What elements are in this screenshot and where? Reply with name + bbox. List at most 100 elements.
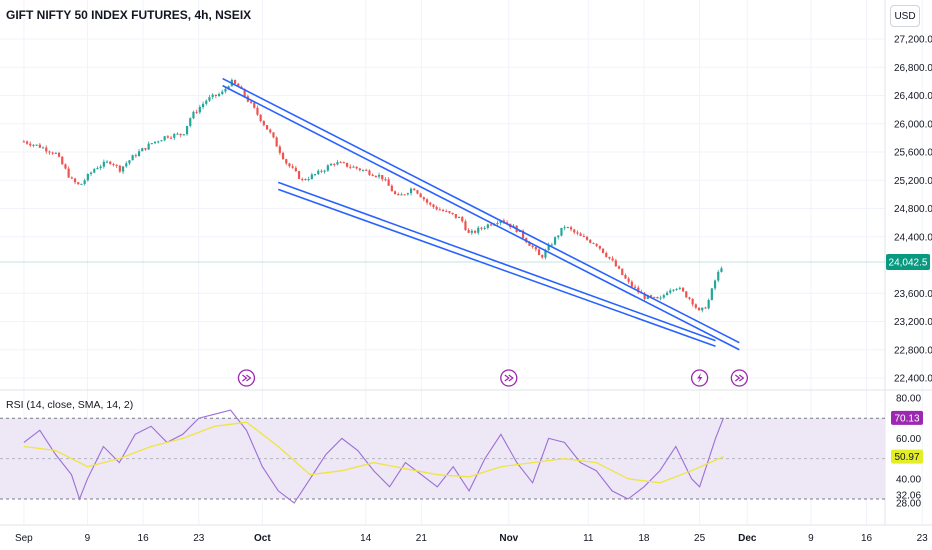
candle-down [294, 165, 297, 173]
candle-down [45, 145, 48, 154]
x-tick-label: 9 [85, 533, 91, 544]
candle-up [32, 144, 35, 148]
rsi-line [23, 409, 725, 504]
candle-down [573, 228, 576, 235]
x-tick-label: 18 [638, 533, 650, 544]
candle-up [701, 307, 704, 313]
candle-body [301, 178, 304, 180]
candle-body [400, 194, 403, 196]
candle-body [419, 193, 422, 198]
candle-down [448, 210, 451, 214]
candle-body [681, 287, 685, 292]
candle-body [598, 245, 601, 249]
candle-body [233, 79, 237, 84]
candle-body [57, 152, 61, 157]
candle-body [192, 111, 195, 119]
candle-body [153, 141, 157, 144]
candle-body [285, 159, 288, 164]
candle-up [157, 140, 160, 144]
y-tick-label: 24,400.0 [894, 232, 932, 243]
candle-body [227, 86, 230, 89]
candle-body [592, 242, 595, 244]
candle-body [297, 171, 301, 179]
candle-up [550, 242, 553, 246]
trend-lines[interactable] [222, 77, 740, 351]
candle-up [128, 159, 131, 166]
rsi-y-tick-label: 28.00 [896, 499, 921, 510]
candle-down [413, 187, 416, 191]
x-tick-label: Sep [15, 533, 33, 544]
candle-up [313, 173, 317, 177]
candle-down [521, 229, 525, 240]
candle-down [393, 190, 397, 195]
candle-down [195, 109, 198, 114]
candle-up [185, 125, 189, 136]
candle-body [701, 307, 704, 311]
candle-up [707, 298, 710, 310]
rsi-sma-badge [891, 449, 923, 464]
candle-body [262, 121, 265, 126]
candle-down [419, 192, 422, 198]
candle-up [659, 295, 662, 301]
candle-up [150, 143, 153, 145]
candle-body [150, 143, 153, 145]
candle-down [397, 192, 400, 196]
x-tick-label: 14 [360, 533, 372, 544]
candle-body [697, 307, 701, 311]
candle-body [614, 260, 617, 267]
candle-up [326, 164, 329, 172]
candle-body [323, 170, 326, 172]
candle-body [253, 102, 256, 108]
candle-body [413, 188, 416, 191]
candle-body [624, 275, 627, 279]
candle-body [550, 244, 553, 246]
candle-body [454, 214, 457, 218]
candle-body [307, 179, 310, 181]
rsi-y-tick-label: 60.00 [896, 434, 921, 445]
lightning-icon[interactable] [690, 369, 709, 387]
fast-forward-icon[interactable] [237, 369, 256, 387]
candle-down [112, 162, 115, 167]
candle-body [205, 100, 208, 104]
candle-down [697, 307, 701, 311]
candle-up [352, 165, 355, 168]
candle-up [147, 141, 150, 150]
candle-body [688, 297, 691, 299]
x-tick-label: 11 [583, 533, 594, 544]
candle-body [208, 97, 211, 101]
x-tick-label: 16 [861, 533, 873, 544]
candle-body [118, 165, 121, 172]
x-tick-label: 9 [808, 533, 814, 544]
candle-up [486, 223, 489, 230]
candle-down [627, 276, 630, 284]
candle-down [25, 140, 29, 145]
candle-up [160, 139, 163, 142]
currency-button[interactable]: USD [890, 5, 920, 27]
rsi-indicator-label[interactable]: RSI (14, close, SMA, 14, 2) [6, 399, 134, 411]
candle-down [653, 296, 656, 298]
candle-body [112, 163, 115, 165]
candle-body [32, 144, 35, 146]
candle-body [83, 180, 86, 184]
candle-body [704, 307, 707, 309]
candle-body [201, 103, 205, 108]
candle-body [560, 227, 563, 236]
candle-body [342, 162, 345, 164]
candle-body [643, 293, 646, 299]
candle-down [489, 223, 493, 227]
candle-body [477, 227, 480, 233]
candle-body [73, 178, 77, 183]
fast-forward-icon[interactable] [730, 369, 748, 387]
candle-body [86, 174, 89, 181]
candle-up [96, 166, 99, 170]
candle-body [432, 204, 435, 207]
event-markers[interactable] [237, 369, 748, 387]
candle-body [531, 245, 534, 248]
candle-up [678, 286, 681, 291]
y-tick-label: 26,400.0 [894, 91, 932, 102]
candle-down [681, 286, 685, 293]
candle-down [22, 140, 25, 143]
fast-forward-icon[interactable] [500, 369, 518, 387]
candle-body [166, 136, 169, 138]
